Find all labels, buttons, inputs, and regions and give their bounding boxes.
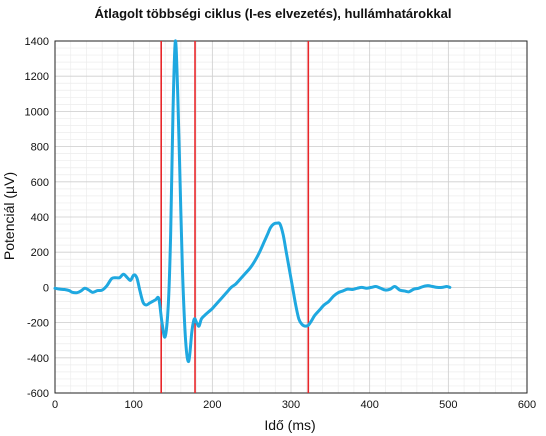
y-tick-label: 800 — [31, 142, 49, 154]
x-tick-label: 500 — [439, 399, 457, 411]
x-axis-ticks: 0 100 200 300 400 500 600 — [52, 399, 536, 411]
x-tick-label: 0 — [52, 399, 58, 411]
plot-area — [54, 40, 528, 394]
y-tick-label: 1200 — [25, 71, 49, 83]
y-tick-label: 200 — [31, 247, 49, 259]
wave-boundary-lines — [160, 41, 310, 393]
y-axis-ticks: -600 -400 -200 0 200 400 600 800 1000 1200 1400 — [25, 36, 49, 400]
series-layer — [53, 39, 452, 363]
x-tick-label: 100 — [124, 399, 142, 411]
y-tick-label: -200 — [27, 318, 49, 330]
x-tick-label: 600 — [518, 399, 536, 411]
y-tick-label: 400 — [31, 212, 49, 224]
y-tick-label: 600 — [31, 177, 49, 189]
chart-title: Átlagolt többségi ciklus (I-es elvezetés… — [95, 6, 452, 21]
ecg-average-series-line — [53, 39, 452, 363]
y-axis-label: Potenciál (µV) — [1, 172, 17, 260]
y-tick-label: -600 — [27, 388, 49, 400]
y-tick-label: 1000 — [25, 106, 49, 118]
major-gridlines — [54, 40, 528, 394]
y-tick-label: -400 — [27, 353, 49, 365]
x-tick-label: 200 — [203, 399, 221, 411]
y-tick-label: 1400 — [25, 36, 49, 48]
x-tick-label: 400 — [360, 399, 378, 411]
x-axis-label: Idő (ms) — [264, 417, 315, 433]
x-tick-label: 300 — [282, 399, 300, 411]
y-tick-label: 0 — [43, 282, 49, 294]
